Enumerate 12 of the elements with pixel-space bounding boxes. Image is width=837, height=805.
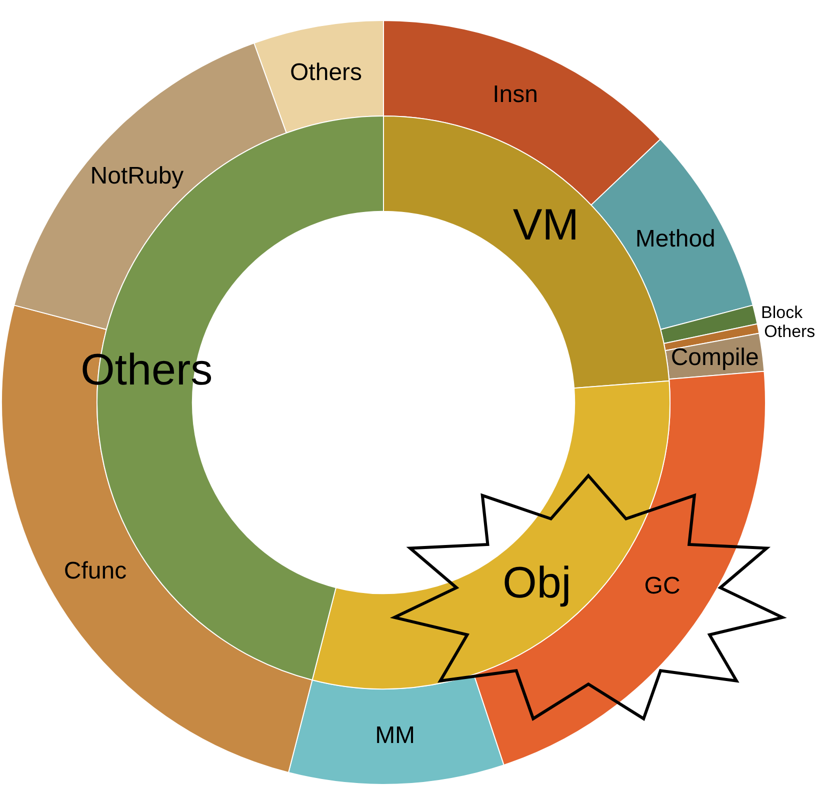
slice-label: Compile — [670, 344, 759, 372]
slice-label: VM — [512, 200, 579, 250]
slice-label: GC — [644, 572, 680, 600]
slice-label: Cfunc — [64, 557, 127, 584]
slice-label: Method — [635, 225, 716, 252]
slice-label: Block — [761, 302, 804, 322]
slice-label: Obj — [502, 558, 572, 608]
slice-label: Others — [764, 322, 816, 341]
slice-label: Others — [290, 58, 362, 86]
slice-label: Insn — [492, 80, 538, 108]
slice-label: MM — [375, 722, 416, 750]
slice-label: NotRuby — [90, 162, 184, 190]
